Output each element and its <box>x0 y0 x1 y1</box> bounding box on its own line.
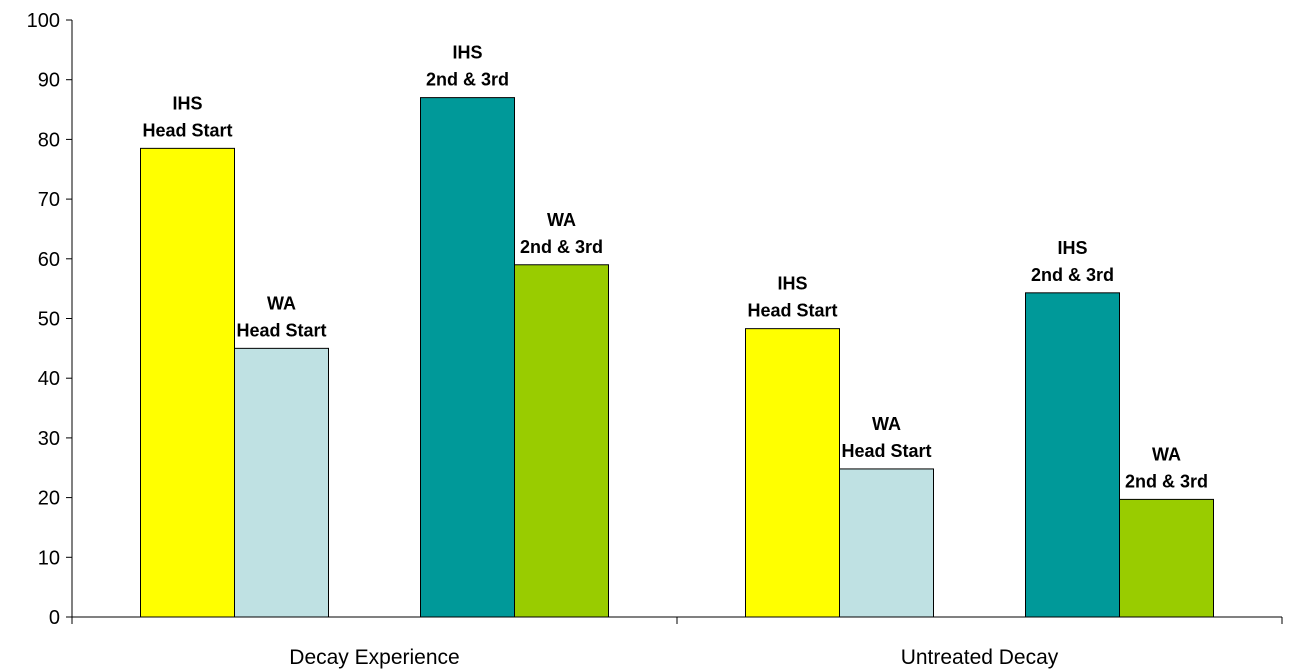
bar-data-label: Head Start <box>142 120 232 140</box>
y-tick-label: 0 <box>49 607 60 629</box>
bar <box>1119 498 1214 618</box>
bar <box>745 328 840 618</box>
bar-data-label: WA <box>1152 444 1181 464</box>
bar <box>1025 292 1120 618</box>
bar-data-label: Head Start <box>841 441 931 461</box>
bar <box>839 468 934 618</box>
y-tick-label: 30 <box>38 428 60 450</box>
bar-data-label: Head Start <box>747 301 837 321</box>
x-category-label: Decay Experience <box>289 646 459 669</box>
bar <box>420 97 515 618</box>
bar <box>140 147 235 618</box>
y-tick-label: 70 <box>38 189 60 211</box>
y-tick-label: 10 <box>38 547 60 569</box>
bar-data-label: 2nd & 3rd <box>520 237 603 257</box>
bar-data-label: IHS <box>172 93 202 113</box>
bar-data-label: WA <box>547 210 576 230</box>
bar-data-label: IHS <box>1057 238 1087 258</box>
bar-data-label: 2nd & 3rd <box>1031 265 1114 285</box>
bar-data-label: IHS <box>452 43 482 63</box>
y-tick-label: 60 <box>38 249 60 271</box>
y-tick-label: 80 <box>38 129 60 151</box>
y-tick-label: 20 <box>38 488 60 510</box>
bar-data-label: Head Start <box>236 320 326 340</box>
y-tick-label: 50 <box>38 309 60 331</box>
y-tick-label: 100 <box>27 10 60 32</box>
y-tick-label: 90 <box>38 70 60 92</box>
bar-data-label: IHS <box>777 274 807 294</box>
bar-data-label: WA <box>872 414 901 434</box>
x-category-label: Untreated Decay <box>901 646 1059 669</box>
bar <box>234 347 329 618</box>
y-tick-label: 40 <box>38 368 60 390</box>
bar-data-label: 2nd & 3rd <box>426 70 509 90</box>
bar-data-label: 2nd & 3rd <box>1125 471 1208 491</box>
bar <box>514 264 609 618</box>
bar-data-label: WA <box>267 293 296 313</box>
